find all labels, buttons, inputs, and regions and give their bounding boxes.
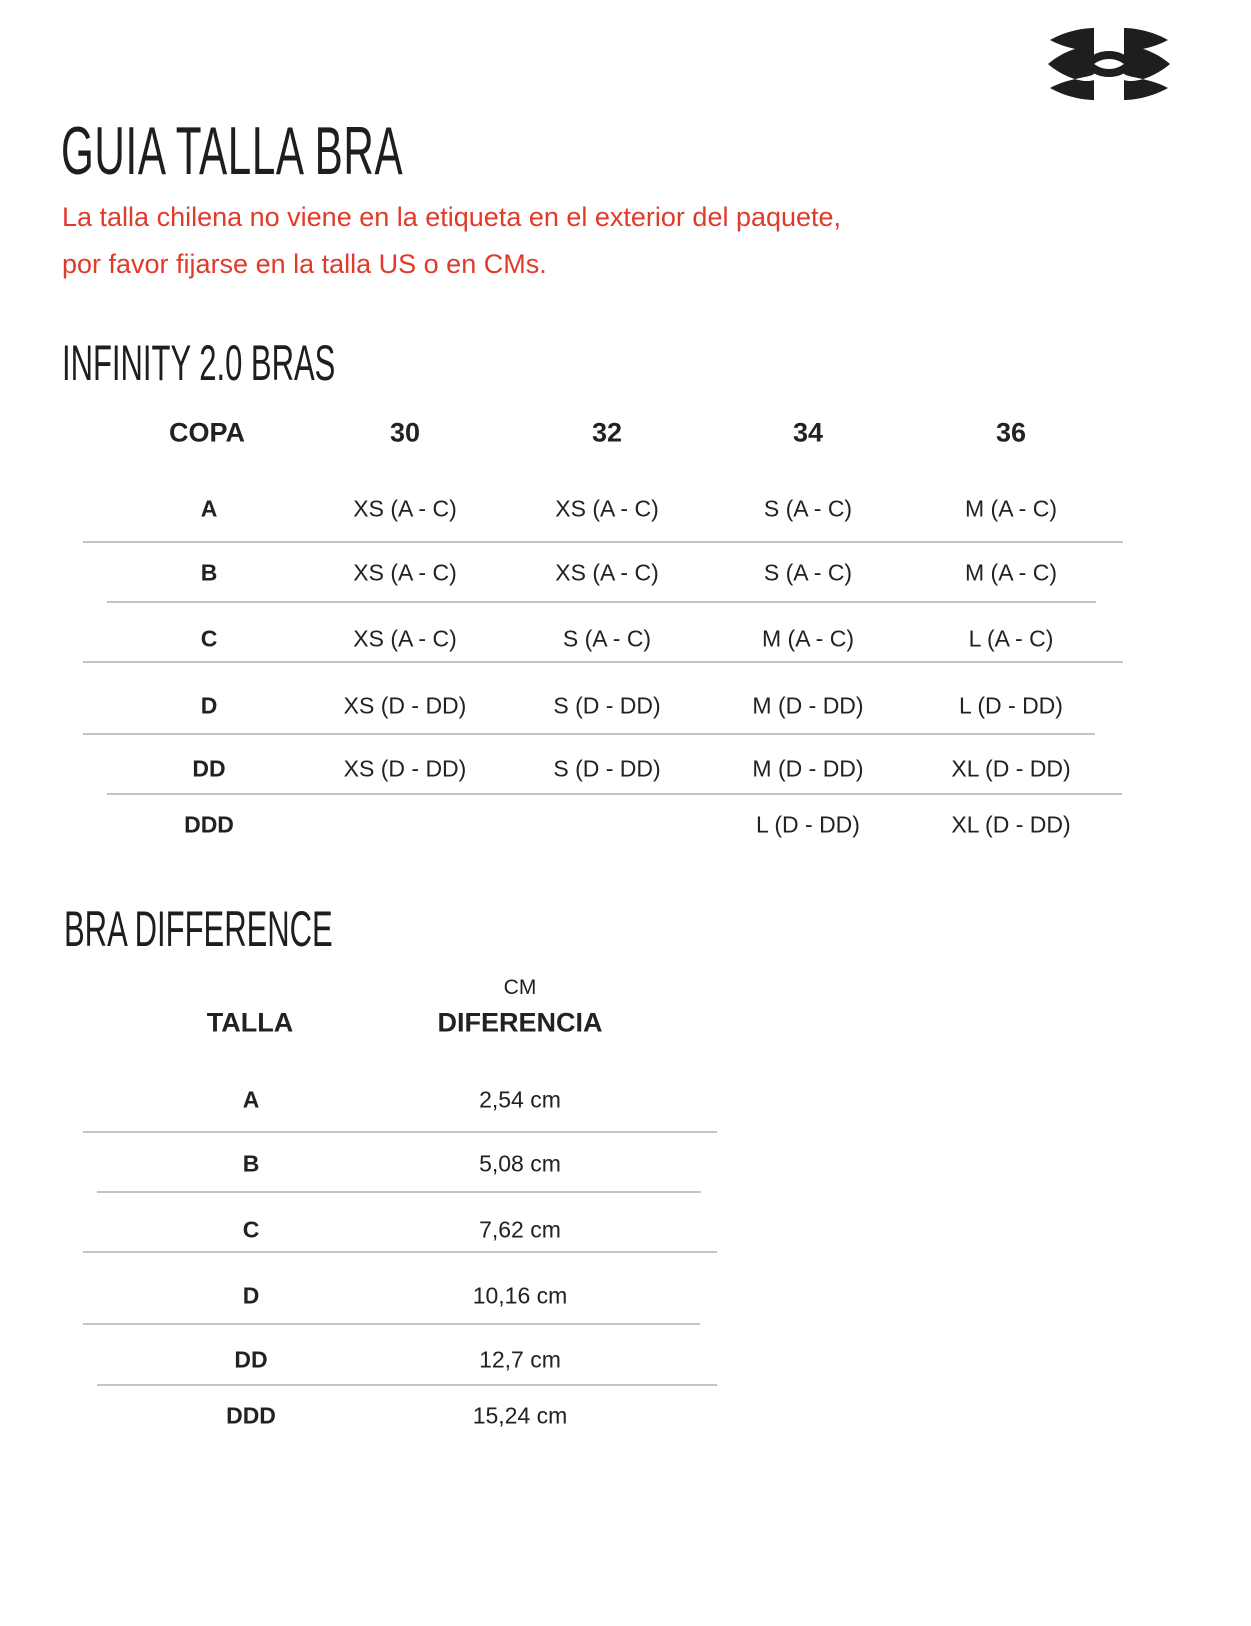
size-cell: XS (A - C): [555, 559, 659, 586]
size-cell: L (D - DD): [959, 692, 1063, 719]
size-label: C: [242, 1216, 260, 1243]
size-cell: M (A - C): [762, 625, 854, 652]
column-header: 32: [591, 417, 623, 448]
size-cell: L (A - C): [968, 625, 1054, 652]
difference-cell: 5,08 cm: [479, 1150, 561, 1177]
size-cell: S (A - C): [562, 625, 652, 652]
notice-line-1: La talla chilena no viene en la etiqueta…: [62, 202, 842, 232]
row-divider: [83, 1251, 717, 1253]
difference-cell: 15,24 cm: [472, 1402, 568, 1429]
row-divider: [83, 661, 1123, 663]
size-cell: S (D - DD): [553, 692, 661, 719]
size-cell: M (D - DD): [752, 755, 864, 782]
size-cell: XS (A - C): [353, 625, 457, 652]
under-armour-logo-icon: [1048, 28, 1170, 100]
cup-label: D: [200, 692, 218, 719]
size-cell: S (A - C): [763, 495, 853, 522]
column-header: 36: [995, 417, 1027, 448]
row-divider: [83, 1131, 717, 1133]
size-label: B: [242, 1150, 260, 1177]
difference-cell: 10,16 cm: [472, 1282, 568, 1309]
cup-label: A: [200, 495, 218, 522]
size-label: A: [242, 1086, 260, 1113]
unit-label: CM: [503, 976, 537, 999]
size-cell: M (A - C): [965, 495, 1057, 522]
difference-cell: 7,62 cm: [479, 1216, 561, 1243]
size-cell: XS (A - C): [555, 495, 659, 522]
size-cell: XS (A - C): [353, 495, 457, 522]
row-divider: [97, 1384, 717, 1386]
column-header: DIFERENCIA: [437, 1007, 603, 1038]
size-cell: M (D - DD): [752, 692, 864, 719]
cup-label: B: [200, 559, 218, 586]
difference-cell: 12,7 cm: [479, 1346, 561, 1373]
column-header: TALLA: [206, 1007, 294, 1038]
size-cell: L (D - DD): [756, 811, 860, 838]
difference-cell: 2,54 cm: [479, 1086, 561, 1113]
size-cell: XS (A - C): [353, 559, 457, 586]
cup-label: DDD: [184, 811, 234, 838]
column-header: 30: [389, 417, 421, 448]
size-label: D: [242, 1282, 260, 1309]
cup-label: C: [200, 625, 218, 652]
row-divider: [107, 601, 1096, 603]
difference-heading: BRA DIFFERENCE: [64, 901, 333, 957]
row-divider: [83, 733, 1095, 735]
column-header: COPA: [168, 417, 246, 448]
size-cell: M (A - C): [965, 559, 1057, 586]
size-cell: XS (D - DD): [343, 692, 467, 719]
notice-line-2: por favor fijarse en la talla US o en CM…: [62, 249, 547, 279]
infinity-heading: INFINITY 2.0 BRAS: [62, 335, 336, 391]
row-divider: [97, 1191, 701, 1193]
size-cell: S (D - DD): [553, 755, 661, 782]
size-cell: S (A - C): [763, 559, 853, 586]
row-divider: [83, 1323, 700, 1325]
row-divider: [83, 541, 1123, 543]
size-cell: XS (D - DD): [343, 755, 467, 782]
page-title: GUIA TALLA BRA: [61, 113, 404, 189]
column-header: 34: [792, 417, 824, 448]
size-label: DDD: [226, 1402, 276, 1429]
row-divider: [107, 793, 1122, 795]
cup-label: DD: [192, 755, 226, 782]
size-cell: XL (D - DD): [951, 755, 1071, 782]
size-label: DD: [234, 1346, 268, 1373]
size-cell: XL (D - DD): [951, 811, 1071, 838]
